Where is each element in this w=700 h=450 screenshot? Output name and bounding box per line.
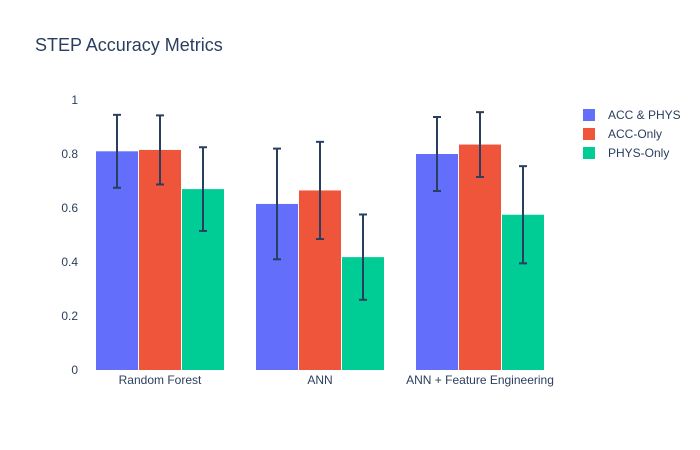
error-bars-group — [113, 111, 527, 301]
legend-swatch — [583, 147, 595, 159]
error-bar — [519, 165, 527, 265]
error-bar — [199, 146, 207, 232]
x-tick-label: Random Forest — [119, 373, 202, 387]
y-tick-label: 1 — [71, 93, 78, 107]
legend-label: ACC-Only — [608, 127, 662, 141]
legend-label: ACC & PHYS — [608, 108, 681, 122]
legend[interactable]: ACC & PHYS ACC-Only PHYS-Only — [583, 108, 681, 160]
x-axis: Random Forest ANN ANN + Feature Engineerin… — [119, 373, 554, 387]
error-bar — [433, 116, 441, 192]
y-tick-label: 0.8 — [61, 147, 78, 161]
legend-item[interactable]: PHYS-Only — [583, 146, 669, 160]
legend-item[interactable]: ACC & PHYS — [583, 108, 681, 122]
bar[interactable] — [459, 144, 501, 370]
legend-swatch — [583, 128, 595, 140]
y-tick-label: 0 — [71, 363, 78, 377]
y-tick-label: 0.4 — [61, 255, 78, 269]
error-bar — [316, 140, 324, 241]
error-bar — [156, 114, 164, 186]
legend-label: PHYS-Only — [608, 146, 669, 160]
x-tick-label: ANN — [307, 373, 332, 387]
y-tick-label: 0.6 — [61, 201, 78, 215]
error-bar — [359, 213, 367, 301]
legend-swatch — [583, 109, 595, 121]
legend-item[interactable]: ACC-Only — [583, 127, 662, 141]
x-tick-label: ANN + Feature Engineering — [406, 373, 554, 387]
error-bar — [273, 147, 281, 261]
chart-title: STEP Accuracy Metrics — [35, 35, 223, 55]
error-bar — [476, 111, 484, 178]
bar[interactable] — [139, 149, 181, 370]
y-tick-label: 0.2 — [61, 309, 78, 323]
error-bar — [113, 113, 121, 189]
y-axis: 0 0.2 0.4 0.6 0.8 1 — [61, 93, 78, 377]
